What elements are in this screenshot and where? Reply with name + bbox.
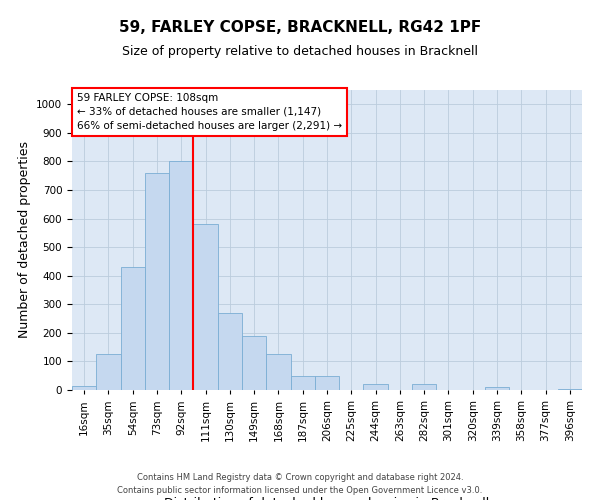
- Bar: [145, 173, 169, 390]
- X-axis label: Distribution of detached houses by size in Bracknell: Distribution of detached houses by size …: [164, 496, 490, 500]
- Bar: [121, 267, 145, 390]
- Bar: [169, 162, 193, 390]
- Bar: [242, 336, 266, 390]
- Bar: [266, 354, 290, 390]
- Text: 59 FARLEY COPSE: 108sqm
← 33% of detached houses are smaller (1,147)
66% of semi: 59 FARLEY COPSE: 108sqm ← 33% of detache…: [77, 93, 342, 131]
- Bar: [218, 313, 242, 390]
- Bar: [96, 354, 121, 390]
- Text: Size of property relative to detached houses in Bracknell: Size of property relative to detached ho…: [122, 45, 478, 58]
- Bar: [412, 384, 436, 390]
- Bar: [290, 376, 315, 390]
- Bar: [315, 376, 339, 390]
- Bar: [485, 387, 509, 390]
- Bar: [364, 384, 388, 390]
- Bar: [72, 386, 96, 390]
- Text: Contains HM Land Registry data © Crown copyright and database right 2024.
Contai: Contains HM Land Registry data © Crown c…: [118, 474, 482, 495]
- Text: 59, FARLEY COPSE, BRACKNELL, RG42 1PF: 59, FARLEY COPSE, BRACKNELL, RG42 1PF: [119, 20, 481, 35]
- Y-axis label: Number of detached properties: Number of detached properties: [17, 142, 31, 338]
- Bar: [193, 224, 218, 390]
- Bar: [558, 388, 582, 390]
